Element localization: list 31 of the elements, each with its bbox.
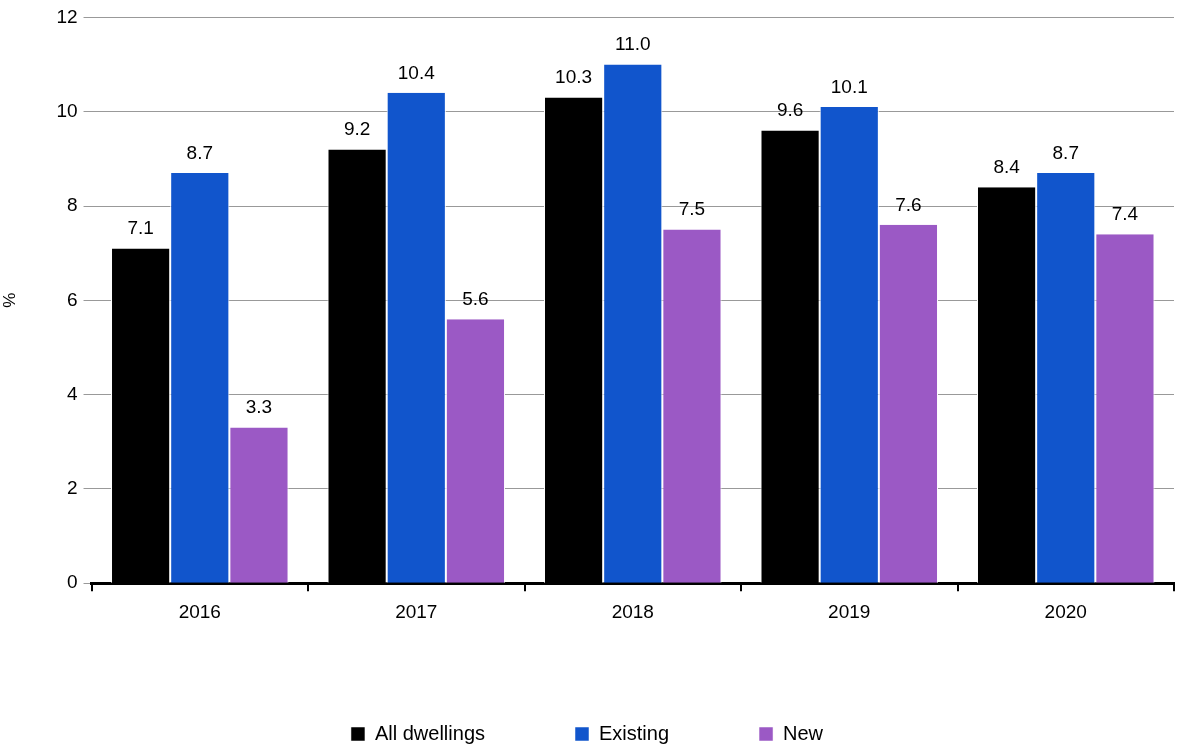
- text: 8.7: [186, 141, 213, 163]
- text: 8.4: [993, 155, 1020, 177]
- y-tick-label: 4: [66, 382, 78, 404]
- y-tick-label: 8: [66, 194, 78, 216]
- text: 3.3: [245, 396, 273, 418]
- y-axis-title: %: [0, 292, 19, 308]
- x-tick-label: 2019: [828, 600, 871, 622]
- text: 7.4: [1111, 203, 1139, 225]
- text: 10.1: [830, 75, 868, 97]
- text: 7.1: [127, 217, 154, 239]
- x-tick-label: 2016: [178, 600, 221, 622]
- y-tick-label: 12: [56, 5, 78, 27]
- text: 10.3: [555, 66, 593, 88]
- text: 8.7: [1052, 141, 1079, 163]
- text: 11.0: [614, 33, 651, 55]
- y-tick-label: 10: [56, 99, 78, 121]
- y-tick-label: 2: [66, 477, 78, 499]
- legend-label: New: [783, 721, 824, 744]
- y-tick-label: 0: [66, 571, 78, 593]
- legend-label: All dwellings: [374, 721, 486, 744]
- legend-label: Existing: [599, 721, 670, 744]
- x-tick-label: 2018: [611, 600, 654, 622]
- text: 9.6: [776, 99, 804, 121]
- text: 10.4: [397, 61, 435, 83]
- y-tick-label: 6: [66, 288, 78, 310]
- text: 9.2: [343, 118, 371, 140]
- text: 7.5: [678, 198, 706, 220]
- text: 5.6: [462, 287, 489, 309]
- x-tick-label: 2017: [395, 600, 438, 622]
- text: 7.6: [895, 193, 922, 215]
- x-tick-label: 2020: [1044, 600, 1087, 622]
